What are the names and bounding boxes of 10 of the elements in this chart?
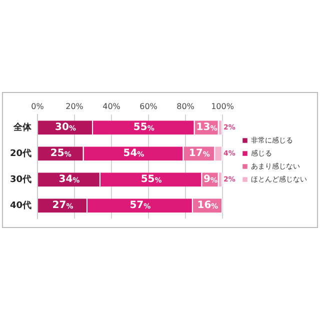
y-tick-label: 20代: [10, 148, 32, 159]
x-tick-label: 0%: [31, 102, 44, 111]
y-tick-label: 30代: [10, 174, 32, 185]
x-tick-label: 40%: [102, 102, 121, 111]
x-tick-label: 80%: [176, 102, 195, 111]
y-tick-label: 40代: [10, 200, 32, 211]
x-tick-label: 20%: [66, 102, 84, 111]
x-tick-label: 60%: [140, 102, 158, 111]
x-tick-label: 100%: [211, 102, 234, 111]
y-tick-label: 全体: [12, 122, 33, 133]
